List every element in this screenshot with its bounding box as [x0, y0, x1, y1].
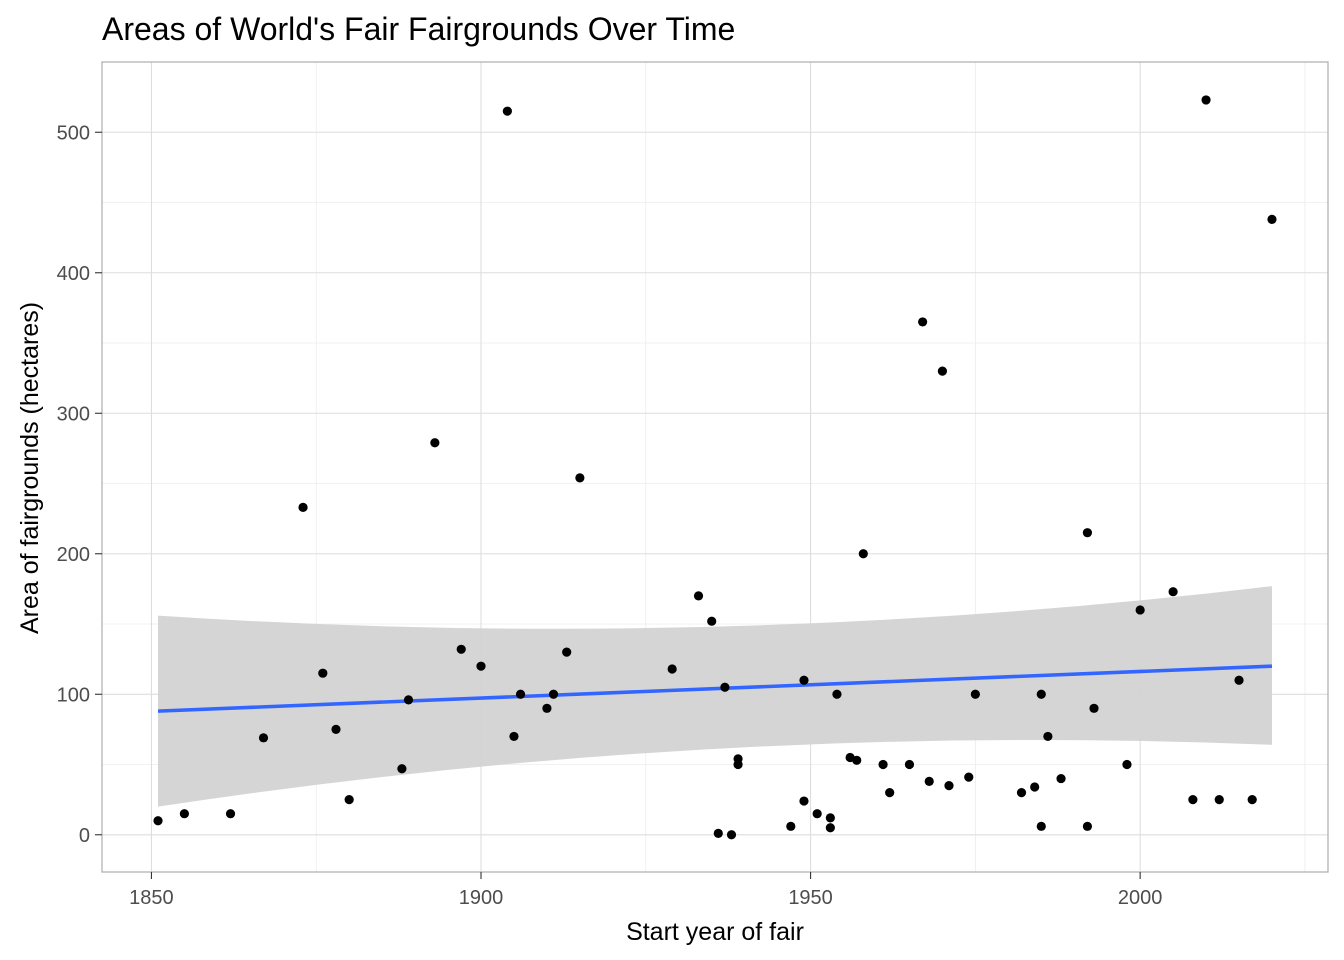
data-points — [153, 95, 1277, 840]
data-point — [1122, 759, 1132, 770]
data-point — [502, 106, 512, 116]
data-point — [1036, 689, 1046, 699]
data-point — [878, 759, 888, 770]
data-point — [720, 682, 730, 692]
data-point — [924, 776, 934, 786]
data-point — [904, 759, 915, 770]
data-point — [707, 616, 717, 626]
data-point — [548, 689, 559, 699]
data-point — [693, 591, 704, 601]
data-point — [1016, 788, 1027, 798]
data-point — [825, 813, 835, 823]
data-point — [713, 828, 723, 838]
data-point — [258, 733, 269, 743]
chart-title: Areas of World's Fair Fairgrounds Over T… — [102, 11, 735, 47]
data-point — [515, 689, 526, 699]
confidence-band — [158, 586, 1272, 807]
data-point — [858, 549, 868, 559]
data-point — [318, 668, 328, 678]
data-point — [964, 772, 974, 782]
data-point — [225, 809, 236, 819]
data-point — [799, 796, 809, 806]
data-point — [1043, 731, 1053, 742]
data-point — [1030, 782, 1040, 792]
x-tick-label: 1850 — [129, 887, 174, 909]
data-point — [812, 809, 822, 819]
data-point — [1247, 795, 1257, 805]
data-point — [825, 823, 835, 833]
y-tick-label: 100 — [57, 684, 90, 706]
data-point — [1082, 528, 1093, 538]
data-point — [1135, 605, 1145, 615]
data-point — [1188, 795, 1198, 805]
data-point — [1082, 821, 1093, 831]
data-point — [575, 473, 585, 483]
data-point — [1036, 821, 1046, 831]
data-point — [1201, 95, 1211, 105]
data-point — [1267, 214, 1277, 224]
data-point — [153, 816, 163, 826]
data-point — [937, 366, 948, 376]
data-point — [331, 724, 341, 734]
data-point — [1168, 587, 1178, 597]
plot-panel-border — [101, 61, 1329, 873]
y-tick-label: 400 — [57, 263, 90, 285]
data-point — [430, 438, 440, 448]
data-point — [786, 821, 796, 831]
data-point — [832, 689, 842, 699]
data-point — [726, 830, 737, 840]
data-point — [733, 759, 743, 770]
data-point — [456, 644, 466, 654]
y-tick-label: 500 — [57, 122, 90, 144]
data-point — [1089, 703, 1099, 713]
y-tick-label: 300 — [57, 403, 90, 425]
x-axis-title: Start year of fair — [626, 918, 804, 946]
y-tick-label: 0 — [79, 825, 90, 847]
data-point — [562, 647, 572, 657]
data-point — [885, 788, 895, 798]
data-point — [918, 317, 928, 327]
data-point — [944, 780, 954, 791]
trend-line — [157, 664, 1273, 713]
data-point — [403, 695, 414, 705]
data-point — [1234, 675, 1244, 685]
x-tick-label: 1900 — [459, 887, 504, 909]
data-point — [397, 764, 407, 774]
data-point — [298, 502, 308, 512]
x-axis-ticks: 1850 1900 1950 2000 — [129, 872, 1162, 909]
x-tick-label: 2000 — [1118, 887, 1163, 909]
y-axis-ticks: 0 100 200 300 400 500 — [57, 122, 102, 847]
data-point — [667, 664, 677, 674]
data-point — [509, 731, 519, 742]
data-point — [179, 809, 189, 819]
x-tick-label: 1950 — [788, 887, 833, 909]
data-point — [1214, 795, 1224, 805]
data-point — [1056, 773, 1066, 784]
y-tick-label: 200 — [57, 544, 90, 566]
data-point — [799, 675, 809, 685]
data-point — [970, 689, 980, 699]
data-point — [476, 661, 486, 671]
data-point — [542, 703, 552, 713]
data-point — [852, 755, 862, 765]
data-point — [344, 795, 354, 805]
y-axis-title: Area of fairgrounds (hectares) — [16, 302, 44, 634]
